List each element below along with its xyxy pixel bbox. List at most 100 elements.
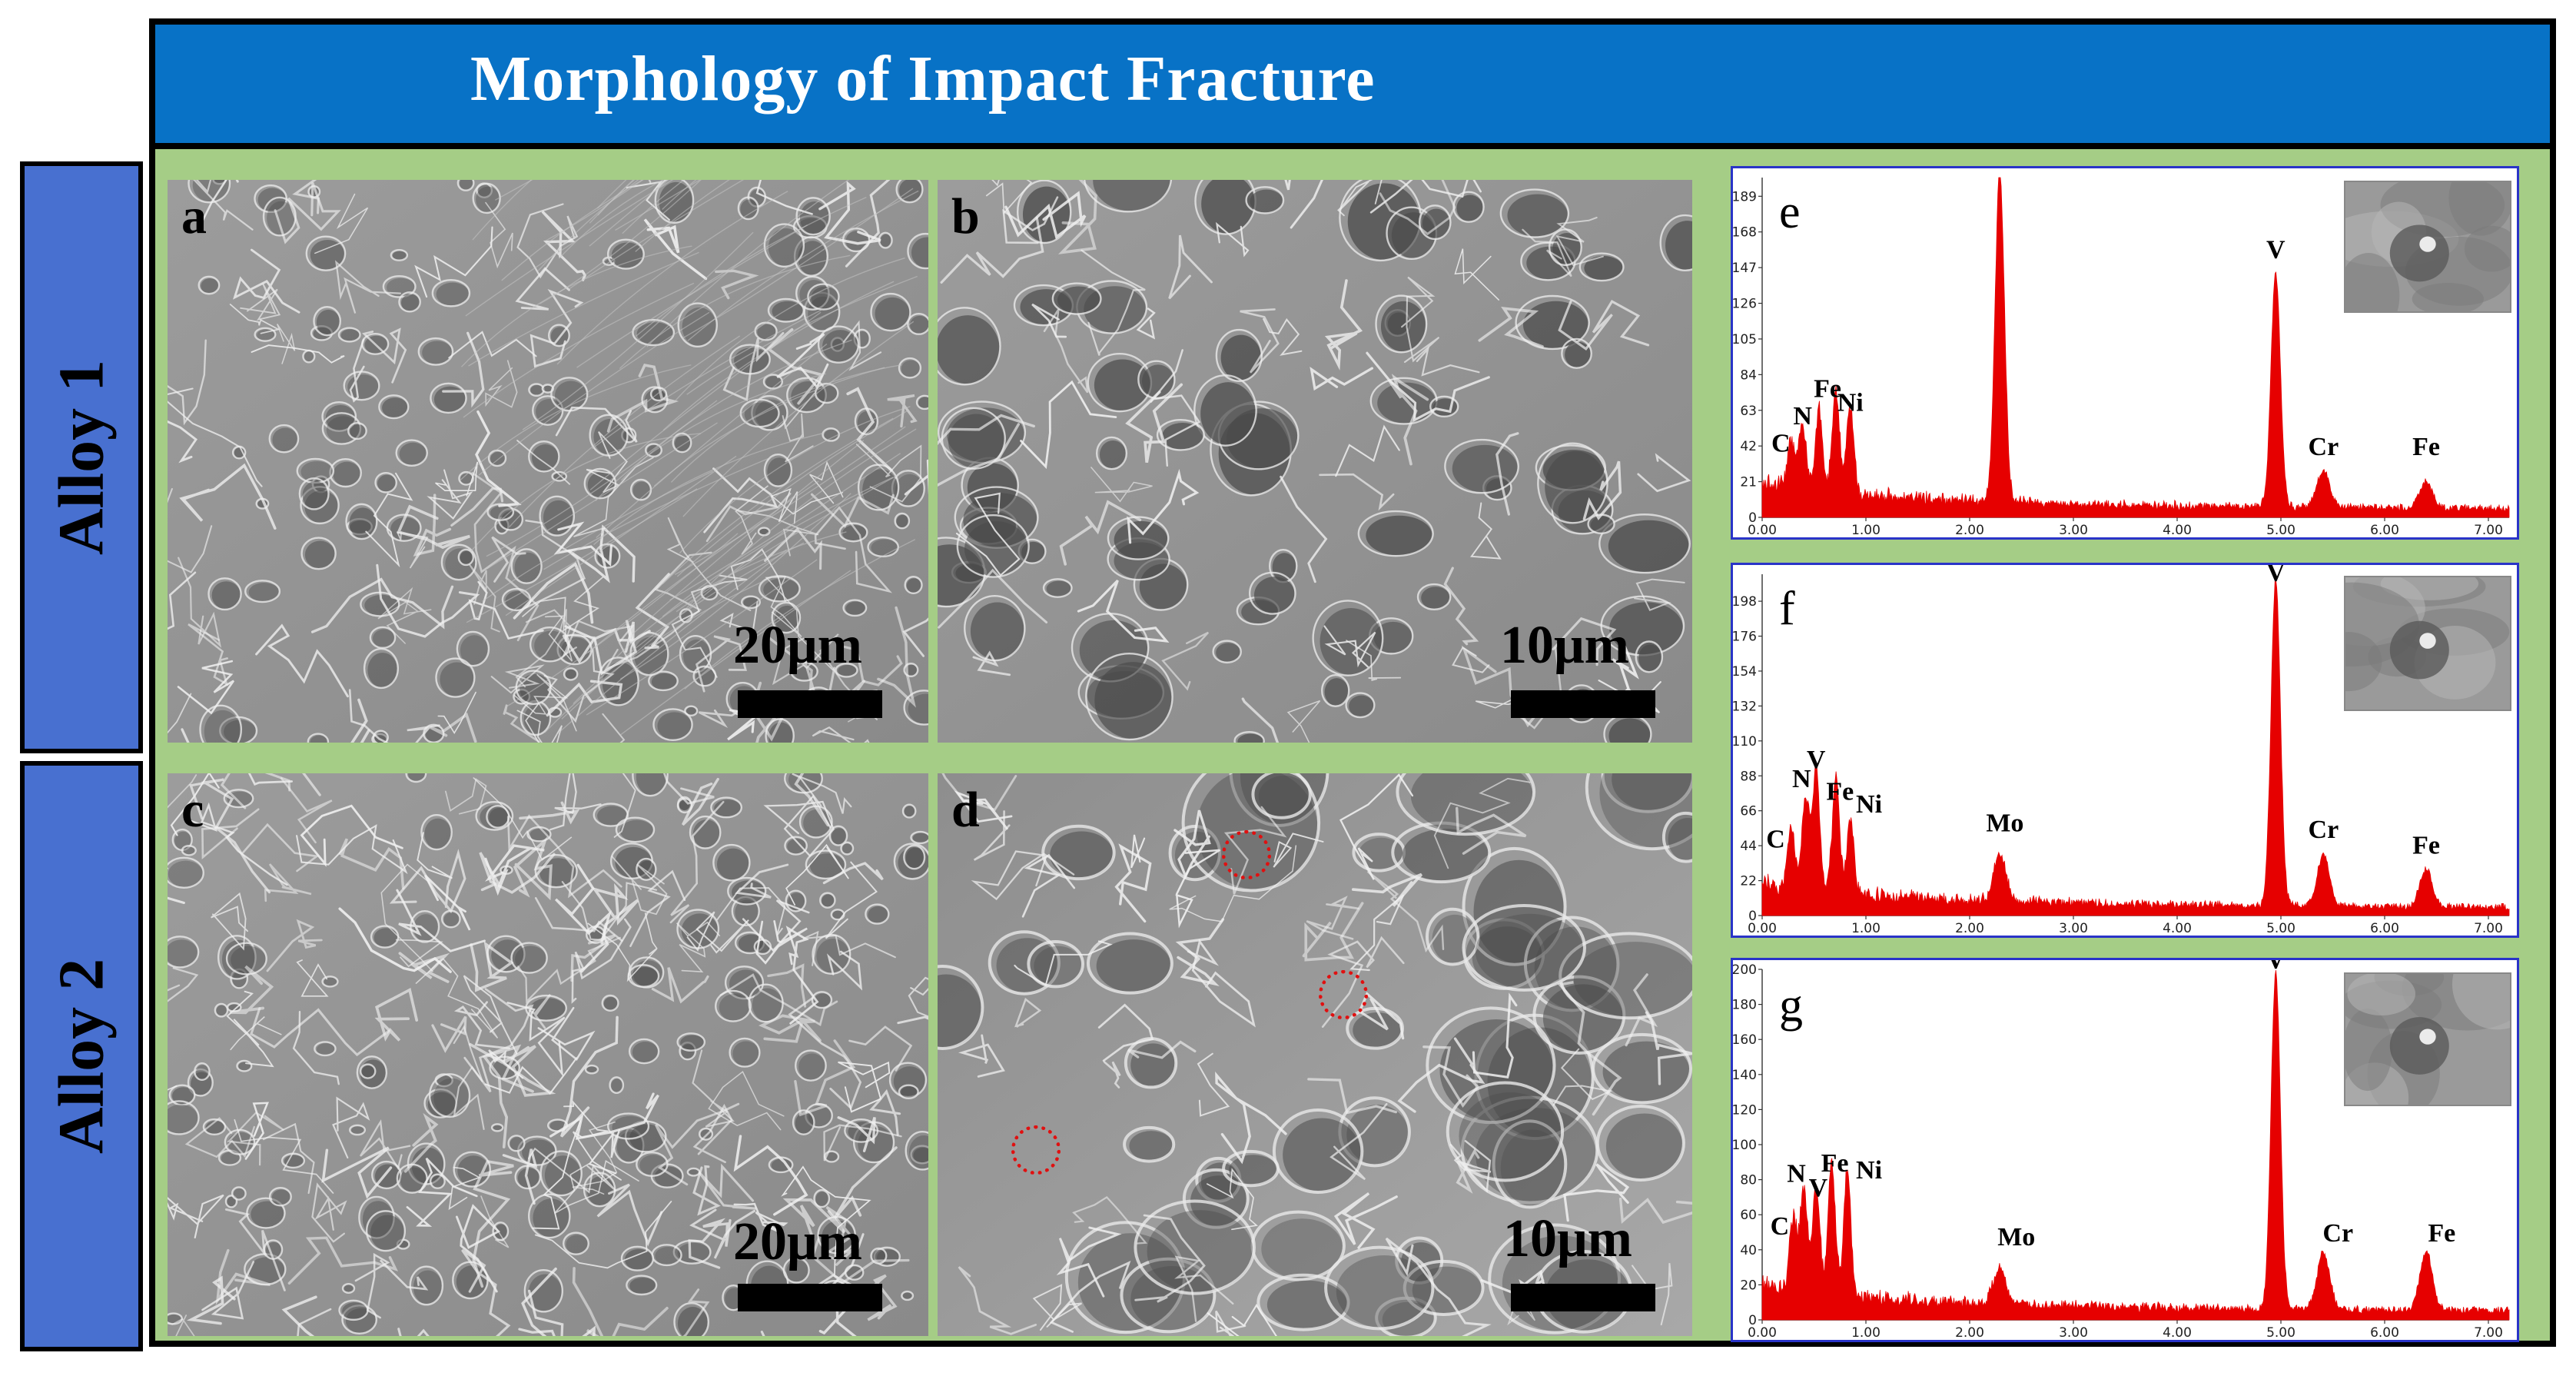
element-peak-label: Mo	[1981, 168, 2019, 172]
y-tick-label: 200	[1733, 962, 1757, 978]
element-peak-label: V	[2266, 236, 2286, 264]
element-peak-label: N	[1787, 1160, 1806, 1188]
x-tick-label: 5.00	[2266, 523, 2295, 537]
eds-spectrum-trace	[1761, 970, 2510, 1321]
x-tick-label: 0.00	[1748, 921, 1777, 936]
inset-texture	[2345, 182, 2510, 311]
x-tick-label: 2.00	[1955, 523, 1984, 537]
element-peak-label: Fe	[1814, 375, 1841, 404]
y-tick-label: 44	[1740, 839, 1757, 854]
element-peak-label: Cr	[2322, 1219, 2353, 1248]
element-peak-label: Mo	[1997, 1223, 2035, 1251]
y-tick-label: 80	[1740, 1173, 1757, 1188]
x-tick-label: 1.00	[1851, 523, 1881, 537]
x-tick-label: 0.00	[1748, 523, 1777, 537]
y-tick-label: 66	[1740, 804, 1757, 819]
x-tick-label: 7.00	[2474, 1325, 2503, 1340]
element-peak-label: V	[2266, 960, 2286, 975]
title-banner: Morphology of Impact Fracture	[155, 25, 2550, 149]
y-tick-label: 132	[1733, 699, 1757, 714]
y-tick-label: 0	[1748, 1313, 1757, 1328]
figure-title: Morphology of Impact Fracture	[470, 43, 1376, 115]
sem-texture	[168, 773, 928, 1336]
particle-inset-image	[2344, 972, 2511, 1106]
y-tick-label: 40	[1740, 1243, 1757, 1258]
x-tick-label: 1.00	[1851, 921, 1881, 936]
particle-inset-image	[2344, 181, 2511, 313]
element-peak-label: Ni	[1856, 790, 1882, 819]
element-peak-label: Fe	[2412, 832, 2440, 860]
element-peak-label: Ni	[1837, 388, 1864, 417]
row-label-text: Alloy 1	[45, 359, 118, 556]
y-tick-label: 60	[1740, 1208, 1757, 1223]
x-tick-label: 7.00	[2474, 523, 2503, 537]
panel-letter: e	[1779, 186, 1801, 238]
y-tick-label: 84	[1740, 367, 1757, 383]
y-tick-label: 140	[1733, 1068, 1757, 1083]
element-peak-label: C	[1771, 1212, 1790, 1241]
y-tick-label: 21	[1740, 475, 1757, 490]
sem-texture	[938, 773, 1692, 1336]
x-tick-label: 6.00	[2370, 921, 2399, 936]
y-tick-label: 42	[1740, 439, 1757, 454]
particle-inset-image	[2344, 576, 2511, 711]
eds-spectrum-trace	[1761, 579, 2510, 916]
x-tick-label: 5.00	[2266, 1325, 2295, 1340]
y-tick-label: 105	[1733, 332, 1757, 347]
element-peak-label: Cr	[2309, 816, 2339, 844]
element-peak-label: Fe	[1826, 777, 1854, 806]
y-tick-label: 110	[1733, 734, 1757, 749]
panel-letter: g	[1779, 979, 1803, 1032]
element-peak-label: N	[1792, 765, 1811, 793]
x-tick-label: 4.00	[2163, 921, 2192, 936]
y-tick-label: 22	[1740, 874, 1757, 889]
y-tick-label: 100	[1733, 1138, 1757, 1153]
sem-image-c	[168, 773, 928, 1336]
sem-image-d	[938, 773, 1692, 1336]
y-tick-label: 88	[1740, 769, 1757, 784]
y-tick-label: 20	[1740, 1278, 1757, 1293]
element-peak-label: C	[1766, 825, 1785, 853]
y-tick-label: 198	[1733, 594, 1757, 610]
y-tick-label: 147	[1733, 261, 1757, 276]
y-tick-label: 126	[1733, 297, 1757, 312]
element-peak-label: C	[1771, 429, 1791, 457]
element-peak-label: V	[1807, 746, 1826, 774]
y-tick-label: 154	[1733, 664, 1757, 680]
x-tick-label: 5.00	[2266, 921, 2295, 936]
x-tick-label: 1.00	[1851, 1325, 1881, 1340]
y-tick-label: 0	[1748, 909, 1757, 924]
y-tick-label: 168	[1733, 225, 1757, 241]
row-label-alloy-2: Alloy 2	[20, 761, 143, 1351]
sem-image-a	[168, 180, 928, 743]
element-peak-label: Fe	[2428, 1219, 2455, 1248]
element-peak-label: V	[2266, 565, 2286, 587]
element-peak-label: Ni	[1856, 1156, 1882, 1185]
x-tick-label: 6.00	[2370, 1325, 2399, 1340]
element-peak-label: Fe	[1821, 1149, 1849, 1178]
y-tick-label: 63	[1740, 404, 1757, 419]
element-peak-label: Fe	[2412, 433, 2440, 461]
inset-texture	[2345, 974, 2510, 1105]
y-tick-label: 176	[1733, 630, 1757, 645]
x-tick-label: 3.00	[2059, 921, 2088, 936]
y-tick-label: 0	[1748, 510, 1757, 526]
x-tick-label: 4.00	[2163, 1325, 2192, 1340]
row-label-alloy-1: Alloy 1	[20, 161, 143, 753]
x-tick-label: 0.00	[1748, 1325, 1777, 1340]
x-tick-label: 4.00	[2163, 523, 2192, 537]
element-peak-label: N	[1793, 402, 1812, 430]
eds-spectrum-g: 200 180 160 140 120 100 80 60 40 20 0 0.00 1.00 2.00 3…	[1731, 958, 2519, 1342]
element-peak-label: Cr	[2309, 433, 2339, 461]
x-tick-label: 3.00	[2059, 1325, 2088, 1340]
x-tick-label: 2.00	[1955, 921, 1984, 936]
panel-letter: f	[1779, 583, 1795, 635]
eds-spectrum-e: 189 168 147 126 105 84 63 42 21 0 0.00 1.00 2.00 3.00…	[1731, 166, 2519, 540]
y-tick-label: 120	[1733, 1102, 1757, 1118]
y-tick-label: 189	[1733, 189, 1757, 204]
sem-texture	[168, 180, 928, 743]
x-tick-label: 3.00	[2059, 523, 2088, 537]
sem-texture	[938, 180, 1692, 743]
row-label-text: Alloy 2	[45, 958, 118, 1155]
eds-spectrum-trace	[1761, 177, 2510, 518]
